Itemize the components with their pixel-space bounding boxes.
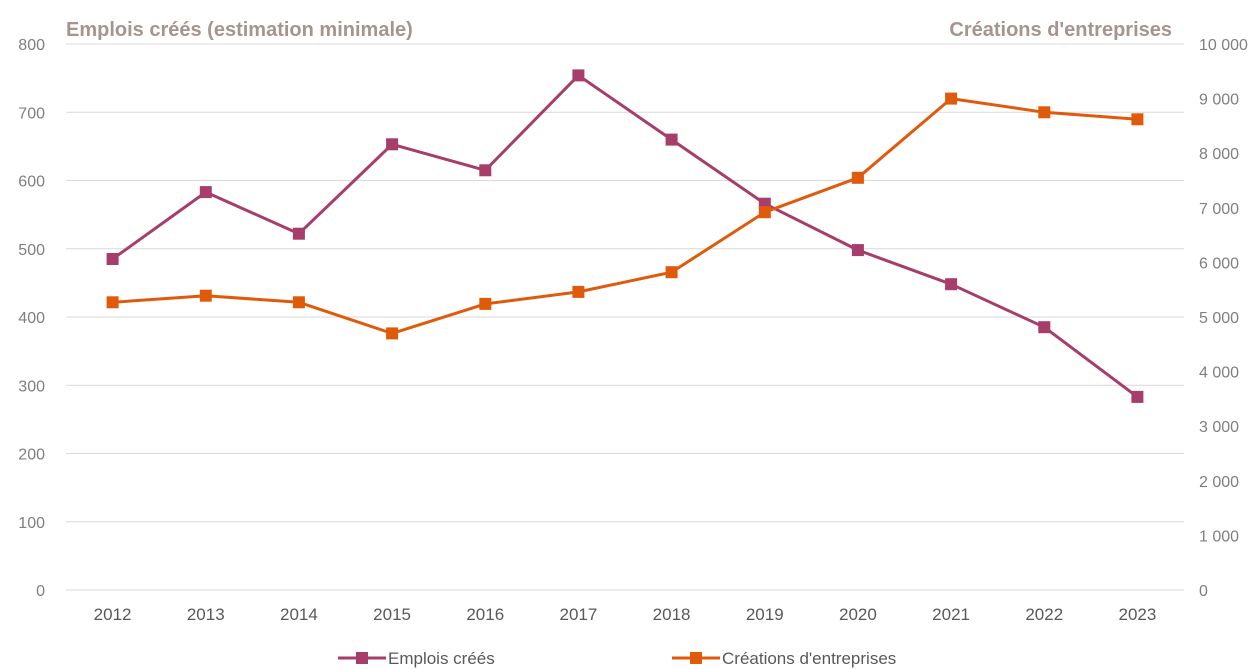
right-tick-label: 4 000 [1199,365,1239,382]
data-point-marker [479,297,492,310]
right-tick-label: 9 000 [1199,92,1239,109]
x-tick-label: 2014 [280,605,318,624]
left-tick-label: 100 [18,515,45,532]
data-point-marker [199,186,212,199]
x-tick-label: 2018 [653,605,691,624]
data-point-marker [292,296,305,309]
right-tick-label: 5 000 [1199,310,1239,327]
data-point-marker [851,171,864,184]
data-point-marker [1038,106,1051,119]
x-tick-label: 2012 [94,605,132,624]
left-tick-label: 800 [18,37,45,54]
data-point-marker [945,92,958,105]
left-tick-label: 600 [18,174,45,191]
legend-label-creations: Créations d'entreprises [722,649,896,668]
series-creations [106,92,1144,340]
legend-marker-emplois [356,652,368,664]
gridlines [66,43,1184,591]
left-axis-title: Emplois créés (estimation minimale) [66,19,413,41]
legend-label-emplois: Emplois créés [388,649,495,668]
legend-item-emplois: Emplois créés [338,649,495,668]
legend: Emplois créés Créations d'entreprises [338,649,896,668]
series-layer [106,69,1144,403]
left-tick-label: 400 [18,310,45,327]
data-point-marker [665,133,678,146]
x-tick-label: 2017 [560,605,598,624]
right-tick-label: 2 000 [1199,474,1239,491]
right-tick-label: 6 000 [1199,255,1239,272]
x-tick-label: 2016 [466,605,504,624]
series-line [112,97,1138,335]
data-point-marker [758,206,771,219]
data-point-marker [106,296,119,309]
data-point-marker [665,266,678,279]
data-point-marker [572,285,585,298]
data-point-marker [386,327,399,340]
right-axis-ticks: 0 1 000 2 000 3 000 4 000 5 000 6 000 7 000 8 00… [1199,37,1248,600]
x-tick-label: 2019 [746,605,784,624]
left-tick-label: 300 [18,378,45,395]
data-point-marker [386,138,399,151]
data-point-marker [479,164,492,177]
right-tick-label: 8 000 [1199,146,1239,163]
right-tick-label: 0 [1199,583,1208,600]
series-emplois [106,69,1144,403]
left-tick-label: 700 [18,105,45,122]
right-tick-label: 3 000 [1199,419,1239,436]
x-axis-ticks: 2012 2013 2014 2015 2016 2017 2018 2019 2020 2021… [94,605,1157,624]
data-point-marker [945,278,958,291]
data-point-marker [1038,321,1051,334]
right-tick-label: 7 000 [1199,201,1239,218]
legend-marker-creations [690,652,702,664]
right-axis-title: Créations d'entreprises [949,19,1172,41]
legend-item-creations: Créations d'entreprises [672,649,896,668]
left-axis-ticks: 0 100 200 300 400 500 600 700 800 [18,37,45,600]
data-point-marker [292,227,305,240]
right-tick-label: 10 000 [1199,37,1248,54]
x-tick-label: 2022 [1025,605,1063,624]
right-tick-label: 1 000 [1199,528,1239,545]
x-tick-label: 2021 [932,605,970,624]
data-point-marker [851,244,864,257]
x-tick-label: 2013 [187,605,225,624]
left-tick-label: 500 [18,242,45,259]
data-point-marker [572,69,585,82]
x-tick-label: 2015 [373,605,411,624]
data-point-marker [199,289,212,302]
x-tick-label: 2023 [1119,605,1157,624]
left-tick-label: 0 [36,583,45,600]
x-tick-label: 2020 [839,605,877,624]
data-point-marker [1131,113,1144,126]
data-point-marker [106,253,119,265]
data-point-marker [1131,390,1144,403]
left-tick-label: 200 [18,447,45,464]
series-line [111,73,1139,399]
